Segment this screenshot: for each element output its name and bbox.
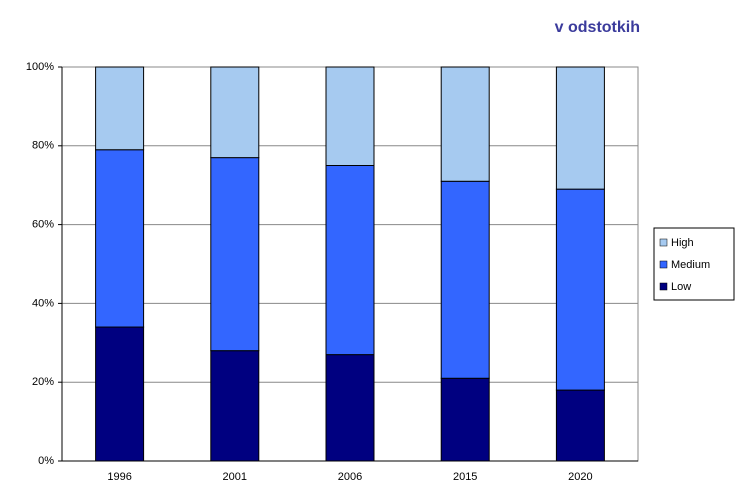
bar-segment <box>95 149 145 328</box>
y-tick-label: 40% <box>32 297 54 309</box>
legend-swatch <box>659 238 668 247</box>
x-tick-label: 2001 <box>223 471 247 483</box>
bar-segment <box>555 66 605 190</box>
bar-segment <box>95 66 145 151</box>
x-tick-label: 2015 <box>453 471 477 483</box>
y-tick-label: 0% <box>38 455 54 467</box>
x-tick-label: 2006 <box>338 471 362 483</box>
legend-label: High <box>671 237 694 249</box>
y-tick-label: 60% <box>32 219 54 231</box>
y-tick-label: 20% <box>32 376 54 388</box>
bar-segment <box>210 350 260 462</box>
bar-segment <box>325 354 375 462</box>
bar-segment <box>210 157 260 352</box>
x-tick-label: 1996 <box>107 471 131 483</box>
bar-segment <box>555 188 605 391</box>
legend-box <box>653 227 735 301</box>
y-tick-label: 80% <box>32 140 54 152</box>
bar-segment <box>325 66 375 166</box>
chart-title: v odstotkih <box>555 19 640 36</box>
bar-segment <box>440 180 490 379</box>
bar-segment <box>555 389 605 462</box>
legend-label: Low <box>671 281 691 293</box>
legend-swatch <box>659 260 668 269</box>
legend-swatch <box>659 282 668 291</box>
bar-segment <box>325 165 375 356</box>
bar-segment <box>95 326 145 462</box>
bar-segment <box>210 66 260 159</box>
bar-segment <box>440 66 490 182</box>
x-tick-label: 2020 <box>568 471 592 483</box>
legend-label: Medium <box>671 259 710 271</box>
bar-segment <box>440 377 490 462</box>
y-tick-label: 100% <box>26 61 54 73</box>
